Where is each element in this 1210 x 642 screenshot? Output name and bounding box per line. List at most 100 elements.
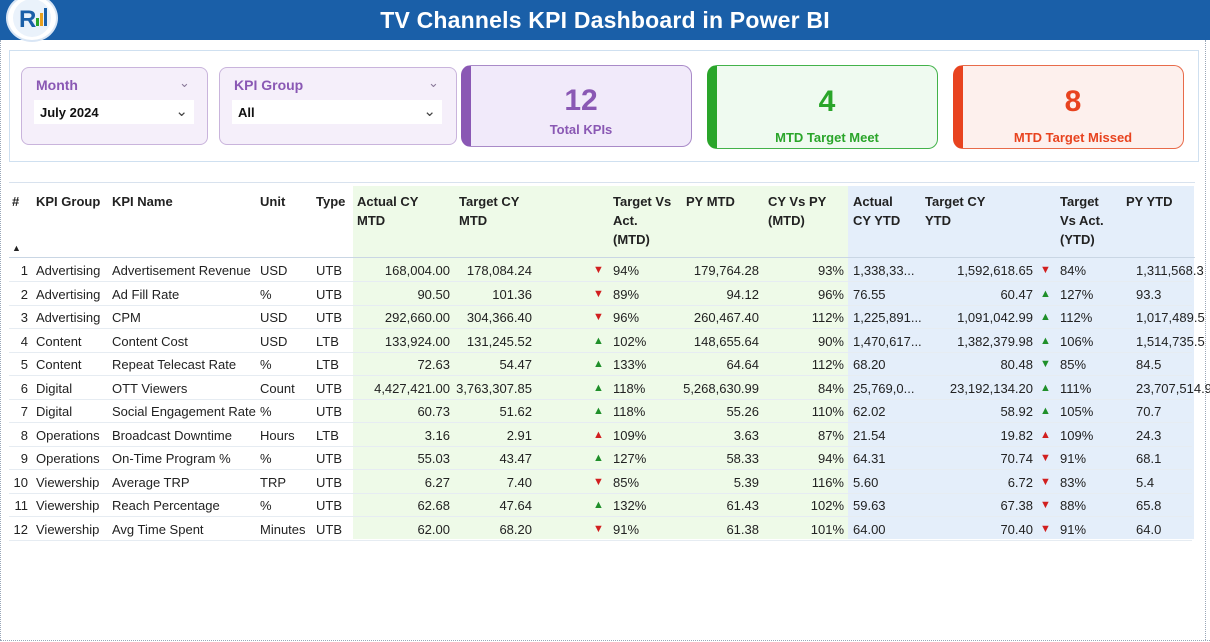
col-header-line: (YTD) <box>1060 232 1095 247</box>
col-header-line: Target CY <box>459 194 520 209</box>
cell-type: UTB <box>316 474 342 490</box>
mtd-target-meet-value: 4 <box>818 85 836 118</box>
cell-actual-ytd: 76.55 <box>853 286 886 302</box>
table-row[interactable]: 1 Advertising Advertisement Revenue USD UTB 1… <box>0 259 1204 282</box>
col-header-cyvpy-mtd[interactable]: CY Vs PY (MTD) <box>768 192 826 230</box>
col-header-tva-ytd[interactable]: Target Vs Act. (YTD) <box>1060 192 1104 249</box>
row-divider <box>9 304 1192 306</box>
cell-actual-mtd: 292,660.00 <box>384 310 450 325</box>
arrow-down-icon: ▼ <box>1040 475 1051 488</box>
col-header-num[interactable]: # <box>12 194 20 209</box>
table-row[interactable]: 11 Viewership Reach Percentage% UTB 62.68 47.… <box>0 494 1196 517</box>
col-header-unit[interactable]: Unit <box>260 194 286 209</box>
table-row[interactable]: 7 Digital Social Engagement Rate% UTB 60.73 5… <box>0 400 1196 423</box>
cell-tva-ytd: 85% <box>1060 357 1087 372</box>
cell-actual-mtd: 62.00 <box>417 521 450 537</box>
cell-py-ytd: 84.5 <box>1136 357 1162 372</box>
cell-type: UTB <box>316 380 342 396</box>
row-divider <box>9 328 1192 329</box>
cell-num: 6 <box>20 380 28 396</box>
cell-target-ytd: 6.72 <box>1007 474 1033 490</box>
table-row[interactable]: 12 Viewership Avg Time Spent Minutes UTB 62.0… <box>0 518 1196 541</box>
col-header-line: (MTD) <box>613 232 650 247</box>
col-header-py-ytd[interactable]: PY YTD <box>1126 192 1172 211</box>
mtd-column-band <box>353 186 848 539</box>
chevron-down-icon[interactable]: ⌄ <box>179 75 190 90</box>
col-header-target-mtd[interactable]: Target CY MTD <box>459 192 519 230</box>
cell-group: Viewership <box>36 521 100 537</box>
cell-name: Reach Percentage <box>112 498 220 513</box>
cell-type: UTB <box>316 498 342 513</box>
month-slicer[interactable]: Month ⌄ July 2024 ⌄ <box>21 67 208 145</box>
mtd-target-missed-card: 8 MTD Target Missed <box>953 65 1184 149</box>
cell-actual-mtd: 72.63 <box>417 357 450 372</box>
cell-tva-ytd: 127% <box>1060 286 1094 302</box>
cell-actual-mtd: 55.03 <box>417 451 450 466</box>
cell-unit: Hours <box>260 427 295 443</box>
cell-name: Advertisement Revenue <box>112 263 251 278</box>
cell-target-ytd: 60.47 <box>1000 286 1033 302</box>
month-dropdown[interactable]: July 2024 ⌄ <box>34 100 194 124</box>
kpi-group-slicer-label: KPI Group <box>234 77 304 93</box>
cell-name: OTT Viewers <box>112 380 188 396</box>
table-row[interactable]: 3 Advertising CPM USD UTB 292,660.00 304,366.4… <box>0 306 1205 329</box>
month-value: July 2024 <box>40 104 99 120</box>
cell-num: 1 <box>20 263 28 278</box>
arrow-down-icon: ▼ <box>1040 358 1051 370</box>
cell-py-ytd: 68.1 <box>1136 451 1162 466</box>
logo-icon: R <box>6 0 58 42</box>
cell-tva-ytd: 84% <box>1060 263 1087 278</box>
table-row[interactable]: 8 Operations Broadcast Downtime Hours LTB 3.1… <box>0 424 1196 447</box>
row-divider <box>9 445 1192 447</box>
kpi-group-slicer[interactable]: KPI Group ⌄ All ⌄ <box>219 67 457 145</box>
cell-target-ytd: 1,382,379.98 <box>957 333 1033 349</box>
table-row[interactable]: 4 Content Content Cost USD LTB 133,924.00 131,… <box>0 330 1205 353</box>
table-row[interactable]: 5 Content Repeat Telecast Rate% LTB 72.63 54.… <box>0 353 1196 376</box>
kpi-group-value: All <box>238 104 255 120</box>
cell-type: UTB <box>316 310 342 325</box>
cell-cyvpy-mtd: 90% <box>817 333 844 349</box>
cell-target-mtd: 101.36 <box>492 286 532 302</box>
cell-py-mtd: 64.64 <box>726 357 759 372</box>
chevron-down-icon[interactable]: ⌄ <box>175 103 188 120</box>
mtd-target-missed-value: 8 <box>1064 85 1082 118</box>
col-header-line: Target CY <box>925 194 986 209</box>
col-header-type[interactable]: Type <box>316 194 346 209</box>
svg-text:R: R <box>19 6 36 33</box>
col-header-target-ytd[interactable]: Target CY YTD <box>925 192 985 230</box>
kpi-group-dropdown[interactable]: All ⌄ <box>232 100 442 124</box>
table-row[interactable]: 2 Advertising Ad Fill Rate% UTB 90.50 101.36 8… <box>0 283 1196 306</box>
cell-num: 8 <box>20 427 28 443</box>
cell-type: UTB <box>316 404 342 419</box>
table-row[interactable]: 9 Operations On-Time Program %% UTB 55.03 43.… <box>0 447 1196 470</box>
cell-tva-mtd: 109% <box>613 427 647 443</box>
sort-ascending-icon[interactable]: ▲ <box>12 243 21 253</box>
col-header-line: (MTD) <box>768 213 805 228</box>
col-header-py-mtd[interactable]: PY MTD <box>686 192 735 211</box>
chevron-down-icon[interactable]: ⌄ <box>428 75 439 90</box>
cell-target-mtd: 68.20 <box>499 521 532 537</box>
col-header-actual-mtd[interactable]: Actual CY MTD <box>357 192 418 230</box>
arrow-down-icon: ▼ <box>1040 499 1051 511</box>
cell-tva-ytd: 105% <box>1060 404 1094 419</box>
col-header-kpi-name[interactable]: KPI Name <box>112 194 173 209</box>
col-header-line: Target <box>1060 194 1099 209</box>
chevron-down-icon[interactable]: ⌄ <box>423 103 436 120</box>
cell-py-mtd: 179,764.28 <box>693 263 759 278</box>
cell-target-ytd: 58.92 <box>1000 404 1033 419</box>
table-row[interactable]: 10 Viewership Average TRP TRP UTB 6.27 7.40 85%… <box>0 471 1196 494</box>
cell-py-ytd: 24.3 <box>1136 427 1162 443</box>
cell-num: 5 <box>20 357 28 372</box>
cell-py-ytd: 5.4 <box>1136 474 1155 490</box>
cell-target-mtd: 304,366.40 <box>466 310 532 325</box>
col-header-kpi-group[interactable]: KPI Group <box>36 194 101 209</box>
table-row[interactable]: 6 Digital OTT Viewers Count UTB 4,427,421.00 3… <box>0 377 1210 400</box>
cell-type: UTB <box>316 263 342 278</box>
col-header-actual-ytd[interactable]: Actual CY YTD <box>853 192 900 230</box>
col-header-line: CY Vs PY <box>768 194 827 209</box>
col-header-tva-mtd[interactable]: Target Vs Act. (MTD) <box>613 192 671 249</box>
cell-tva-ytd: 111% <box>1060 380 1092 396</box>
cell-group: Viewership <box>36 498 100 513</box>
cell-actual-mtd: 60.73 <box>417 404 450 419</box>
arrow-up-icon: ▲ <box>1040 428 1051 441</box>
